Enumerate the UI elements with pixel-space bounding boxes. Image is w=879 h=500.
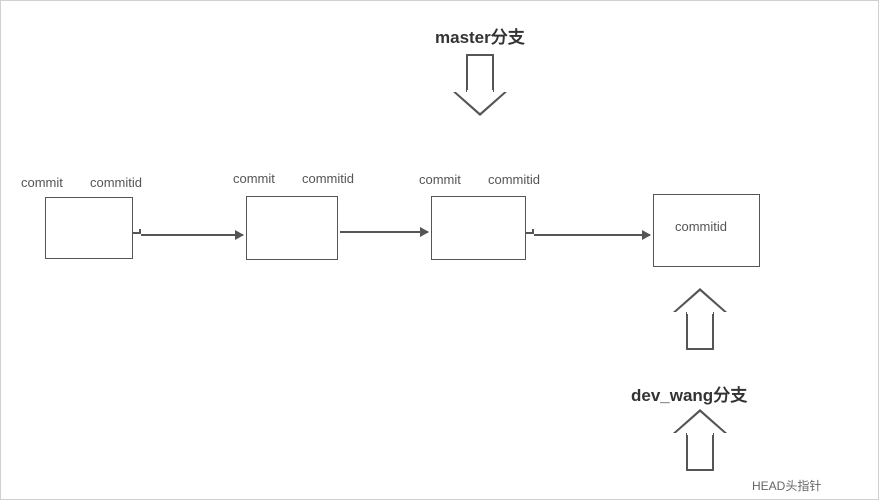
commit-box-1 [45,197,133,259]
node2-label-commit: commit [233,171,275,186]
node2-label-commitid: commitid [302,171,354,186]
node1-label-commit: commit [21,175,63,190]
head-pointer-label: HEAD头指针 [752,477,821,494]
arrow-up-icon-head [673,409,727,471]
master-branch-label: master分支 [435,23,525,48]
edge3-step [526,229,534,234]
edge-2 [340,231,428,233]
edge1-step [133,229,141,234]
commit-box-3 [431,196,526,260]
commit-box-2 [246,196,338,260]
node3-label-commit: commit [419,172,461,187]
arrow-up-icon-dev [673,288,727,350]
node4-label-commitid: commitid [675,219,727,234]
arrow-down-icon [453,54,507,116]
edge-1 [141,234,243,236]
dev-branch-label: dev_wang分支 [631,381,747,406]
edge-3 [534,234,650,236]
node3-label-commitid: commitid [488,172,540,187]
node1-label-commitid: commitid [90,175,142,190]
